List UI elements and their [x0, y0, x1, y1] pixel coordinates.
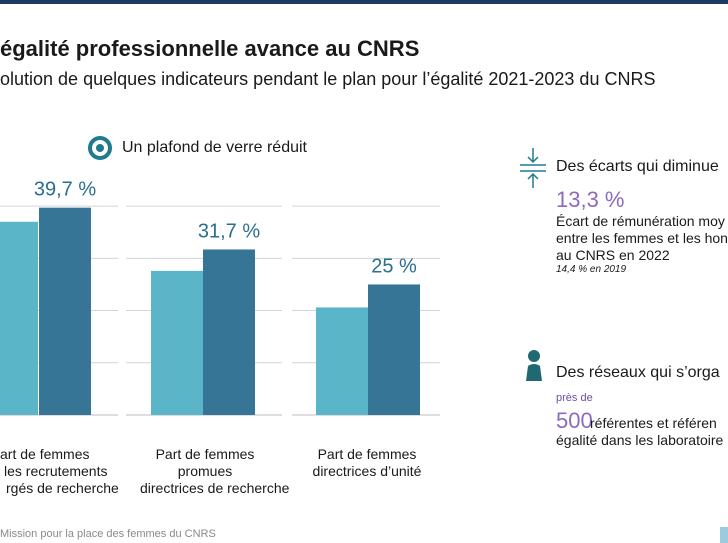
category-label-2: Part de femmes promues directrices de re…: [140, 446, 290, 497]
page-subtitle: olution de quelques indicateurs pendant …: [0, 69, 656, 89]
bar-chart: 39,7 % 31,7 % 25 %: [0, 180, 440, 416]
ecarts-value: 13,3 %: [556, 187, 625, 212]
category-3-line-1: Part de femmes: [317, 446, 417, 462]
compress-arrows-icon: [520, 148, 546, 188]
ecarts-desc-3: au CNRS en 2022: [556, 247, 670, 263]
value-label-3: 25 %: [371, 255, 417, 277]
bar-series-1-category-2: [151, 270, 203, 415]
page-title: égalité professionnelle avance au CNRS: [0, 36, 420, 61]
bar-series-1-category-1: [0, 221, 38, 415]
ecarts-desc-2: entre les femmes et les hon: [556, 230, 728, 246]
source-note: Mission pour la place des femmes du CNRS: [0, 528, 216, 540]
category-3-line-2: directrices d’unité: [312, 463, 422, 479]
reseaux-pres: près de: [556, 392, 593, 404]
bar-series-2-category-1: [39, 207, 91, 415]
chart-legend: Un plafond de verre réduit: [88, 136, 307, 160]
ecarts-heading: Des écarts qui diminue: [556, 158, 719, 175]
category-label-1: art de femmes les recrutements rgés de r…: [0, 446, 119, 497]
corner-mark: [720, 527, 728, 543]
reseaux-desc-1: référentes et référen: [590, 415, 717, 431]
legend-label: Un plafond de verre réduit: [122, 139, 307, 156]
value-label-2: 31,7 %: [198, 220, 260, 242]
ecarts-desc-1: Écart de rémunération moy: [556, 213, 725, 229]
bar-series-2-category-2: [203, 249, 255, 415]
top-accent-bar: [0, 0, 728, 4]
target-icon: [88, 136, 112, 160]
category-1-line-2: les recrutements: [4, 463, 108, 479]
reseaux-desc-2: égalité dans les laboratoire: [556, 432, 724, 448]
category-label-3: Part de femmes directrices d’unité: [302, 446, 432, 480]
category-1-line-1: art de femmes: [0, 446, 90, 462]
bar-series-2-category-3: [368, 284, 420, 415]
reseaux-heading: Des réseaux qui s’orga: [556, 364, 720, 381]
value-label-1: 39,7 %: [34, 180, 96, 201]
category-2-line-3: directrices de recherche: [140, 480, 290, 496]
bar-series-1-category-3: [316, 307, 368, 415]
ecarts-note: 14,4 % en 2019: [556, 264, 627, 275]
person-icon: [526, 350, 542, 381]
category-1-line-3: rgés de recherche: [6, 480, 119, 496]
category-2-line-2: promues: [177, 463, 233, 479]
category-2-line-1: Part de femmes: [155, 446, 255, 462]
reseaux-value: 500: [556, 408, 593, 433]
